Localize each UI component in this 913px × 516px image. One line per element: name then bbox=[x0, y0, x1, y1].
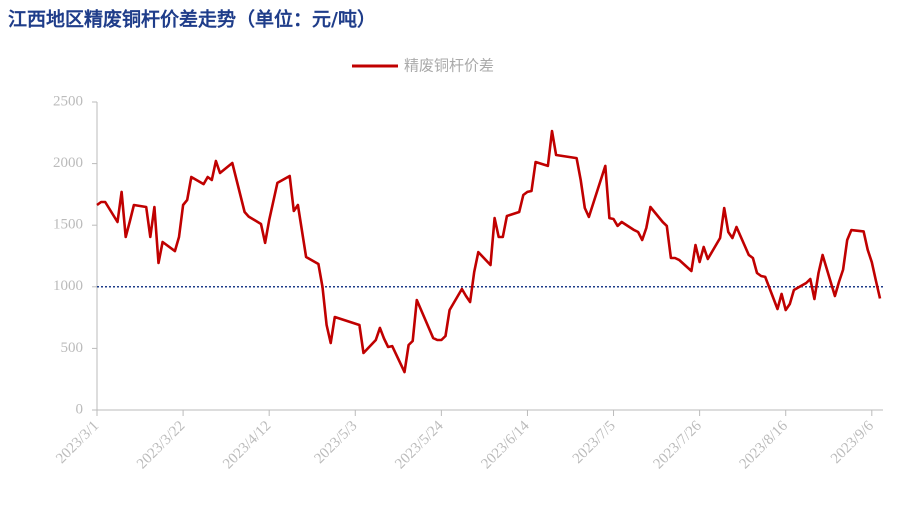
x-tick-label: 2023/4/12 bbox=[220, 418, 274, 472]
x-tick-label: 2023/5/3 bbox=[311, 418, 360, 467]
y-tick-label: 1500 bbox=[53, 217, 83, 233]
data-line bbox=[96, 129, 882, 374]
x-tick-label: 2023/8/16 bbox=[737, 418, 792, 473]
x-tick-label: 2023/3/1 bbox=[53, 418, 102, 467]
y-tick-label: 1000 bbox=[53, 278, 83, 294]
y-tick-label: 2500 bbox=[53, 93, 83, 109]
chart-title: 江西地区精废铜杆价差走势（单位：元/吨） bbox=[8, 8, 376, 31]
y-tick-label: 2000 bbox=[53, 155, 83, 171]
x-tick-label: 2023/7/5 bbox=[570, 418, 619, 467]
x-tick-label: 2023/3/22 bbox=[134, 418, 188, 472]
legend-label: 精废铜杆价差 bbox=[404, 57, 494, 75]
y-tick-label: 500 bbox=[61, 340, 84, 356]
x-tick-label: 2023/5/24 bbox=[392, 418, 447, 473]
x-tick-label: 2023/6/14 bbox=[478, 418, 533, 473]
y-tick-label: 0 bbox=[76, 401, 84, 417]
x-tick-label: 2023/7/26 bbox=[651, 418, 706, 473]
x-tick-label: 2023/9/6 bbox=[828, 418, 877, 467]
